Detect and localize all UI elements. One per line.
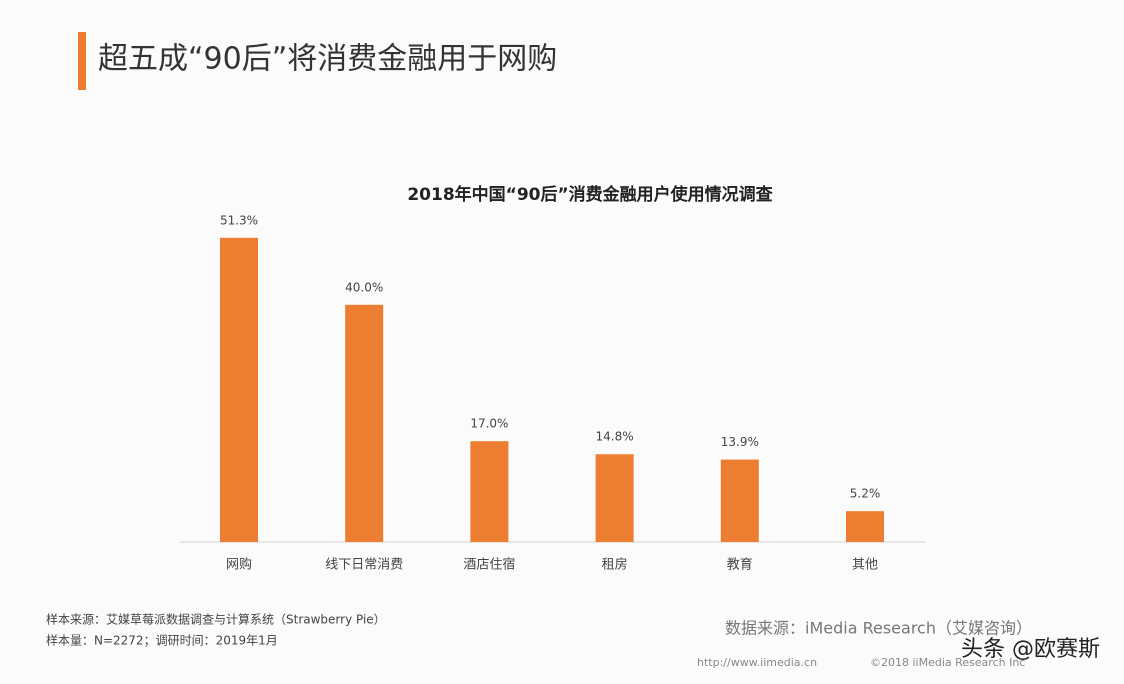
website: http://www.iimedia.cn bbox=[697, 656, 817, 669]
value-label: 14.8% bbox=[596, 430, 634, 444]
bar bbox=[470, 441, 509, 542]
bar bbox=[220, 237, 258, 542]
sample-size: 样本量：N=2272；调研时间：2019年1月 bbox=[46, 633, 278, 648]
category-label: 酒店住宿 bbox=[463, 557, 515, 573]
category-label: 其他 bbox=[852, 558, 878, 573]
value-label: 40.0% bbox=[345, 280, 383, 294]
bar bbox=[345, 304, 384, 542]
page-title: 超五成“90后”将消费金融用于网购 bbox=[98, 42, 557, 77]
category-label: 网购 bbox=[226, 557, 252, 573]
value-label: 13.9% bbox=[721, 435, 759, 449]
category-label: 租房 bbox=[602, 557, 628, 573]
watermark: 头条 @欧赛斯 bbox=[961, 637, 1100, 662]
title-accent bbox=[78, 32, 86, 90]
value-label: 5.2% bbox=[850, 487, 881, 501]
data-source: 数据来源：iMedia Research（艾媒咨询） bbox=[725, 619, 1032, 638]
value-label: 17.0% bbox=[470, 417, 508, 431]
chart-title: 2018年中国“90后”消费金融用户使用情况调查 bbox=[407, 184, 773, 205]
bar bbox=[846, 511, 884, 542]
bars: 51.3% 网购 40.0% 线下日常消费 17.0% 酒店住宿 14.8% 租房 13.9% 教… bbox=[220, 213, 884, 573]
copyright: ©2018 iiMedia Research Inc bbox=[870, 656, 1025, 669]
category-label: 线下日常消费 bbox=[325, 558, 403, 573]
bar bbox=[595, 454, 634, 542]
bar bbox=[720, 459, 759, 542]
sample-source: 样本来源：艾媒草莓派数据调查与计算系统（Strawberry Pie） bbox=[46, 612, 386, 627]
value-label: 51.3% bbox=[220, 213, 258, 227]
category-label: 教育 bbox=[727, 557, 753, 573]
